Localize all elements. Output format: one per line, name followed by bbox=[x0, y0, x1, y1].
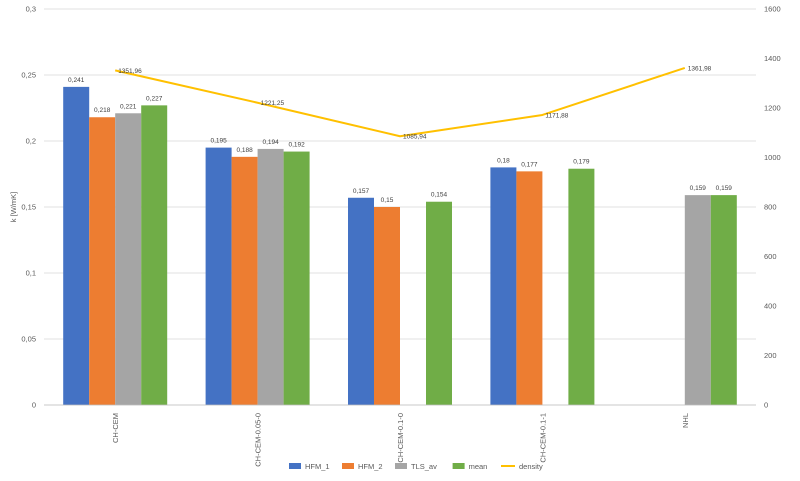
bar-data-label: 0,221 bbox=[120, 103, 137, 110]
density-data-label: 1221,25 bbox=[261, 100, 285, 107]
bar-mean bbox=[568, 168, 595, 405]
label-layer: 0,241 0,195 0,157 0,18 0,218 0,188 0,15 0,177 0,… bbox=[68, 65, 732, 204]
legend-swatch-mean bbox=[452, 463, 465, 469]
bar-data-label: 0,159 bbox=[690, 185, 707, 192]
legend-label: HFM_1 bbox=[305, 462, 330, 471]
category-label: CH-CEM bbox=[111, 413, 120, 443]
legend-label: mean bbox=[469, 462, 488, 471]
y2-tick-label: 1000 bbox=[764, 153, 781, 162]
category-label: CH-CEM-0.1-0 bbox=[396, 413, 405, 463]
bar-mean bbox=[283, 151, 310, 405]
legend-swatch-tls-av bbox=[395, 463, 407, 469]
bar-data-label: 0,157 bbox=[353, 188, 370, 195]
bar-hfm-1 bbox=[348, 197, 374, 405]
bar-hfm-1 bbox=[63, 86, 90, 405]
y2-tick-label: 800 bbox=[764, 203, 777, 212]
bar-data-label: 0,15 bbox=[381, 197, 394, 204]
bar-data-label: 0,227 bbox=[146, 95, 163, 102]
category-label: CH-CEM-0.05-0 bbox=[254, 413, 263, 467]
bar-tls-av bbox=[257, 148, 284, 406]
y2-tick-label: 1400 bbox=[764, 54, 781, 63]
bar-data-label: 0,241 bbox=[68, 77, 85, 84]
bar-mean bbox=[710, 195, 737, 405]
bar-mean bbox=[426, 201, 452, 405]
y-tick-label: 0,15 bbox=[21, 203, 36, 212]
density-data-label: 1351,96 bbox=[118, 68, 142, 75]
bar-data-label: 0,159 bbox=[716, 185, 733, 192]
bar-data-label: 0,194 bbox=[262, 139, 279, 146]
category-label: CH-CEM-0.1-1 bbox=[538, 413, 547, 463]
y2-tick-label: 1200 bbox=[764, 104, 781, 113]
axis-layer: 0 0,05 0,1 0,15 0,2 0,25 0,3 0 200 400 600 800 1000 1… bbox=[9, 5, 781, 467]
y-tick-label: 0,05 bbox=[21, 335, 36, 344]
bar-hfm-2 bbox=[231, 156, 258, 405]
y2-tick-label: 600 bbox=[764, 252, 777, 261]
bar-data-label: 0,195 bbox=[210, 138, 227, 145]
legend-swatch-hfm-1 bbox=[289, 463, 301, 469]
bar-hfm-1 bbox=[205, 147, 232, 405]
legend-label: density bbox=[519, 462, 543, 471]
legend-label: TLS_av bbox=[411, 462, 437, 471]
bar-mean bbox=[141, 105, 168, 406]
bar-layer bbox=[63, 86, 737, 406]
y2-tick-label: 200 bbox=[764, 351, 777, 360]
density-data-label: 1171,88 bbox=[545, 112, 568, 119]
bar-data-label: 0,179 bbox=[573, 159, 590, 166]
y-axis-title: k [W/mK] bbox=[9, 192, 18, 222]
density-data-label: 1085,94 bbox=[403, 134, 427, 141]
y-tick-label: 0,3 bbox=[26, 5, 36, 14]
bar-hfm-2 bbox=[374, 207, 400, 405]
y2-tick-label: 1600 bbox=[764, 5, 781, 14]
bar-hfm-2 bbox=[516, 171, 543, 405]
legend-label: HFM_2 bbox=[358, 462, 383, 471]
y-tick-label: 0,2 bbox=[26, 137, 36, 146]
legend-swatch-hfm-2 bbox=[342, 463, 354, 469]
y-tick-label: 0,1 bbox=[26, 269, 36, 278]
bar-tls-av bbox=[684, 195, 711, 405]
bar-data-label: 0,188 bbox=[236, 147, 253, 154]
bar-hfm-1 bbox=[490, 167, 517, 405]
y-tick-label: 0 bbox=[32, 401, 36, 410]
bar-tls-av bbox=[115, 113, 142, 405]
bar-data-label: 0,18 bbox=[497, 157, 510, 164]
y-tick-label: 0,25 bbox=[21, 71, 36, 80]
line-layer bbox=[114, 66, 686, 138]
bar-data-label: 0,192 bbox=[288, 142, 305, 149]
bar-hfm-2 bbox=[89, 117, 116, 406]
category-label: NHL bbox=[681, 413, 690, 428]
bar-data-label: 0,218 bbox=[94, 107, 111, 114]
legend-layer: HFM_1 HFM_2 TLS_av mean density bbox=[289, 462, 543, 471]
y2-tick-label: 0 bbox=[764, 401, 768, 410]
density-line bbox=[114, 66, 686, 138]
y2-tick-label: 400 bbox=[764, 302, 777, 311]
bar-data-label: 0,177 bbox=[521, 161, 538, 168]
bar-data-label: 0,154 bbox=[431, 192, 448, 199]
density-data-label: 1361,98 bbox=[688, 65, 712, 72]
